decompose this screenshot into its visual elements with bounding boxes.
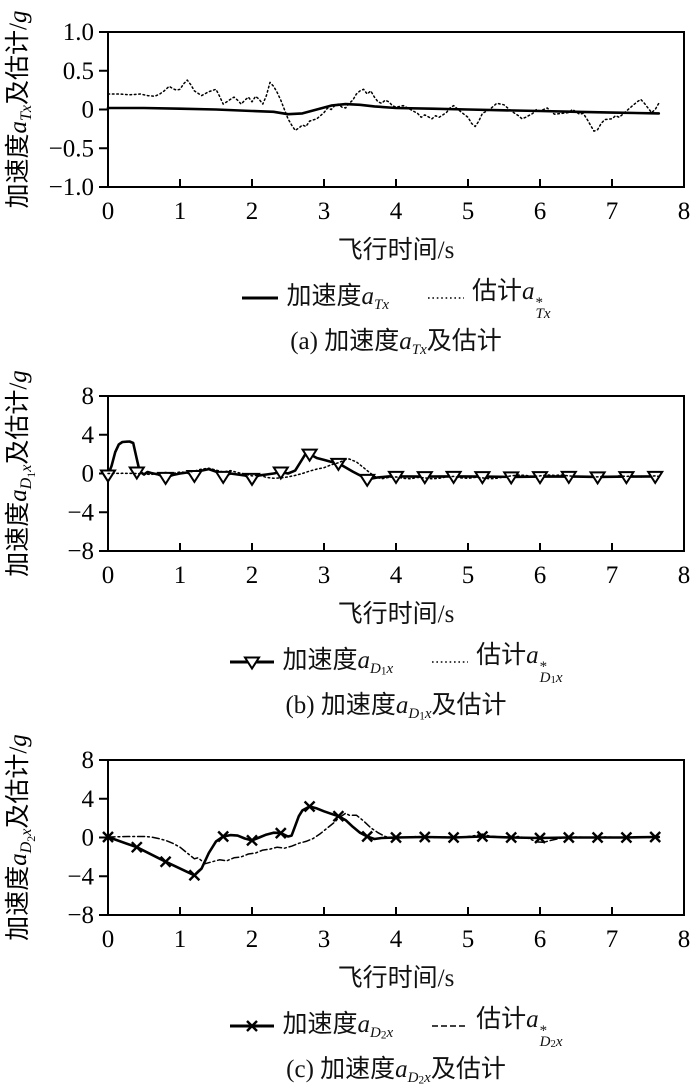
x-tick-label: 4	[390, 198, 403, 225]
legend-label: 估计a * Tx	[472, 278, 551, 322]
legend-sample-line	[242, 296, 279, 300]
legend-label: 加速度aD1x	[282, 646, 394, 678]
series-line	[107, 812, 660, 865]
chart-a-block: 0 1 2 3 4 5 6 7 8 1.0 0.5 0 −0.5 −1.0 加速度aTx及估计/g 飞行时间…	[0, 11, 700, 360]
y-tick-label: 0	[82, 824, 95, 851]
legend-item: 估计a * D2x	[431, 1004, 563, 1051]
x-tick-label: 0	[102, 562, 115, 589]
chart-b-caption: (b) 加速度aD1x及估计	[285, 692, 507, 723]
y-axis-label: 加速度aD2x及估计/g	[4, 734, 38, 941]
legend-label: 加速度aD2x	[282, 1010, 394, 1042]
chart-c-block: 0 1 2 3 4 5 6 7 8 8 4 0 −4 −8 加速度aD2x及估计/g 飞行时间/s 加速度a…	[0, 734, 700, 1088]
chart-a-legend: 加速度aTx 估计a * Tx	[108, 276, 684, 322]
x-tick-label: 5	[462, 198, 475, 225]
y-tick-label: −8	[67, 902, 94, 929]
y-tick-label: 0	[82, 460, 95, 487]
legend-label: 估计a * D2x	[476, 1005, 563, 1051]
series-line	[106, 805, 661, 877]
x-tick-label: 1	[174, 198, 187, 225]
series-line	[107, 458, 660, 480]
chart-c-caption: (c) 加速度aD2x及估计	[286, 1056, 506, 1087]
x-tick-label: 4	[390, 926, 403, 953]
legend-item: 估计a * D1x	[431, 640, 563, 687]
legend-label: 加速度aTx	[286, 282, 389, 313]
legend-sample-line	[432, 1024, 469, 1027]
x-tick-label: 0	[102, 198, 115, 225]
x-tick-label: 2	[246, 926, 259, 953]
x-tick-label: 6	[534, 562, 547, 589]
x-tick-label: 3	[318, 198, 331, 225]
superscript-subscript-stack: * D2x	[539, 1022, 563, 1051]
x-tick-label: 5	[462, 562, 475, 589]
x-tick-label: 0	[102, 926, 115, 953]
y-tick-label: 0.5	[63, 58, 94, 85]
legend-sample-line	[230, 1019, 275, 1032]
legend-item: 加速度aD1x	[229, 645, 393, 679]
y-tick-label: −1.0	[49, 174, 94, 201]
chart-b-xaxis-label: 飞行时间/s	[337, 600, 455, 628]
legend-item: 加速度aD2x	[229, 1009, 393, 1043]
chart-c-legend: 加速度aD2x 估计a * D2x	[108, 1004, 684, 1051]
chart-a-plot: 0 1 2 3 4 5 6 7 8 1.0 0.5 0 −0.5 −1.0 加速度aTx及估计/g	[4, 11, 691, 225]
superscript-subscript-stack: * Tx	[535, 294, 551, 322]
y-axis-label: 加速度aTx及估计/g	[4, 11, 35, 209]
x-tick-label: 1	[174, 926, 187, 953]
y-tick-label: 0	[82, 97, 95, 124]
chart-b-plot: 0 1 2 3 4 5 6 7 8 8 4 0 −4 −8 加速度aD1x及估计/g	[4, 370, 691, 589]
y-tick-label: 1.0	[63, 19, 94, 46]
y-tick-label: 8	[82, 747, 95, 774]
chart-b-block: 0 1 2 3 4 5 6 7 8 8 4 0 −4 −8 加速度aD1x及估计/g 飞行时间/s 加速度a…	[0, 370, 700, 724]
chart-c-below: 飞行时间/s 加速度aD2x 估计a * D2x (c) 加速度aD2x及估计	[108, 964, 684, 1088]
chart-c-xaxis-label: 飞行时间/s	[337, 964, 455, 992]
superscript-subscript-stack: * D1x	[539, 658, 563, 687]
x-tick-label: 3	[318, 562, 331, 589]
chart-b-below: 飞行时间/s 加速度aD1x 估计a * D1x (b) 加速度aD1x及估计	[108, 600, 684, 724]
chart-a-caption: (a) 加速度aTx及估计	[290, 328, 502, 359]
x-tick-label: 6	[534, 198, 547, 225]
y-axis-label: 加速度aD1x及估计/g	[4, 370, 38, 577]
x-tick-label: 2	[246, 198, 259, 225]
y-tick-label: 8	[82, 383, 95, 410]
chart-c-plot: 0 1 2 3 4 5 6 7 8 8 4 0 −4 −8 加速度aD2x及估计/g	[4, 734, 691, 953]
y-tick-label: −4	[67, 863, 94, 890]
x-tick-label: 6	[534, 926, 547, 953]
chart-a-below: 飞行时间/s 加速度aTx 估计a * Tx (a) 加速度aTx及估计	[108, 236, 684, 360]
legend-sample-line	[230, 656, 275, 670]
y-tick-label: −0.5	[49, 135, 94, 162]
x-tick-label: 1	[174, 562, 187, 589]
x-tick-label: 7	[606, 562, 619, 589]
y-tick-label: 4	[82, 422, 95, 449]
x-tick-label: 5	[462, 926, 475, 953]
legend-sample-line	[428, 296, 464, 299]
x-tick-label: 2	[246, 562, 259, 589]
x-tick-label: 7	[606, 198, 619, 225]
y-tick-label: 4	[82, 786, 95, 813]
x-tick-label: 8	[678, 562, 691, 589]
y-tick-label: −8	[67, 538, 94, 565]
y-tick-label: −4	[67, 499, 94, 526]
x-tick-label: 8	[678, 198, 691, 225]
x-tick-label: 3	[318, 926, 331, 953]
legend-item: 估计a * Tx	[427, 276, 551, 322]
legend-label: 估计a * D1x	[476, 641, 563, 687]
chart-a-xaxis-label: 飞行时间/s	[337, 237, 455, 264]
chart-b-legend: 加速度aD1x 估计a * D1x	[108, 640, 684, 687]
legend-sample-line	[432, 660, 469, 663]
series-line	[106, 102, 661, 116]
x-tick-label: 4	[390, 562, 403, 589]
legend-item: 加速度aTx	[241, 281, 389, 315]
series-line	[107, 79, 660, 132]
x-tick-label: 8	[678, 926, 691, 953]
x-tick-label: 7	[606, 926, 619, 953]
